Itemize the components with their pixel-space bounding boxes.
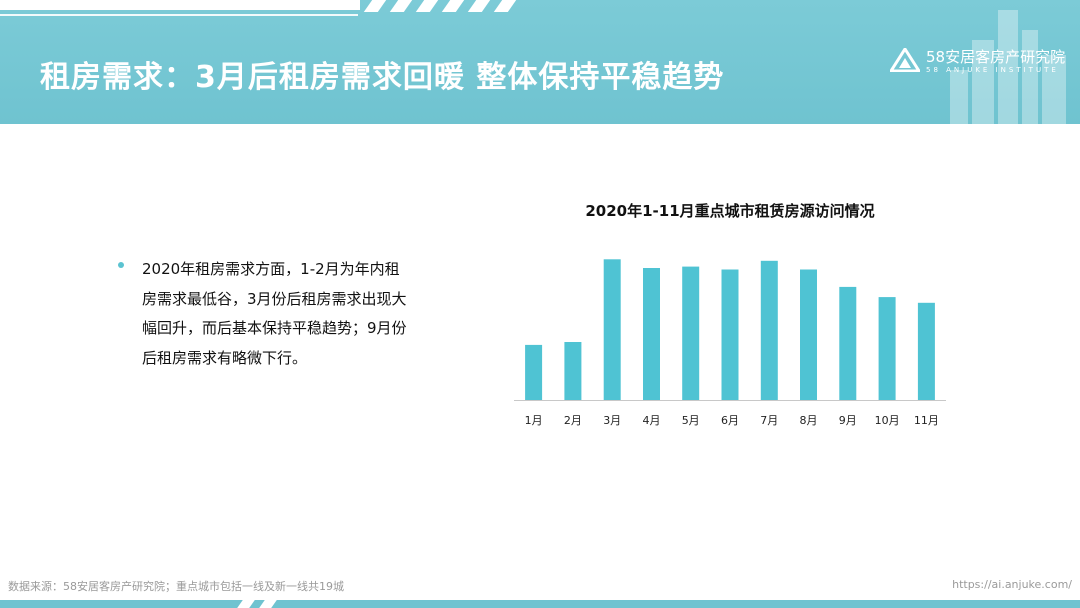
header-top-line (0, 14, 358, 16)
x-tick-label: 7月 (760, 414, 778, 427)
x-tick-label: 8月 (800, 414, 818, 427)
bar-9 (839, 286, 857, 400)
triangle-a-logo-icon (890, 48, 920, 72)
bar-4 (643, 268, 660, 400)
x-tick-label: 3月 (603, 414, 621, 427)
x-tick-label: 9月 (839, 414, 857, 427)
bar-11 (917, 302, 935, 400)
x-tick-label: 4月 (643, 414, 661, 427)
x-tick-label: 1月 (525, 414, 543, 427)
bar-2 (564, 342, 582, 400)
chart-title: 2020年1-11月重点城市租赁房源访问情况 (585, 202, 875, 220)
logo-name-en: 58 ANJUKE INSTITUTE (926, 66, 1059, 74)
bullet-dot-icon (118, 262, 124, 268)
bar-6 (721, 269, 739, 400)
x-tick-label: 6月 (721, 414, 739, 427)
page-title: 租房需求：3月后租房需求回暖 整体保持平稳趋势 (40, 60, 725, 95)
x-tick-label: 2月 (564, 414, 582, 427)
bar-5 (682, 266, 700, 400)
bottom-bar (0, 600, 1080, 608)
bar-3 (603, 259, 621, 400)
x-tick-label: 5月 (682, 414, 700, 427)
x-tick-label: 11月 (914, 414, 939, 427)
bar-8 (800, 269, 817, 400)
header-banner: 租房需求：3月后租房需求回暖 整体保持平稳趋势 58安居客房产研究院 58 AN… (0, 0, 1080, 124)
bar-chart: 1月 2月 3月 4月 5月 6月 7月 8月 9月 10月 11月 (514, 259, 946, 427)
header-slash-decoration (360, 0, 520, 12)
bar-10 (878, 297, 896, 400)
header-top-stripe (0, 0, 360, 10)
footer-source: 数据来源：58安居客房产研究院；重点城市包括一线及新一线共19城 (8, 580, 344, 593)
bar-1 (525, 344, 543, 400)
footer-url[interactable]: https://ai.anjuke.com/ (952, 578, 1072, 591)
logo: 58安居客房产研究院 58 ANJUKE INSTITUTE (890, 46, 1065, 76)
logo-name-cn: 58安居客房产研究院 (926, 48, 1066, 66)
x-tick-label: 10月 (875, 414, 900, 427)
bar-7 (760, 260, 778, 400)
buildings-decoration-icon (950, 10, 1066, 124)
bullet-text: 2020年租房需求方面，1-2月为年内租房需求最低谷，3月份后租房需求出现大幅回… (142, 260, 407, 367)
